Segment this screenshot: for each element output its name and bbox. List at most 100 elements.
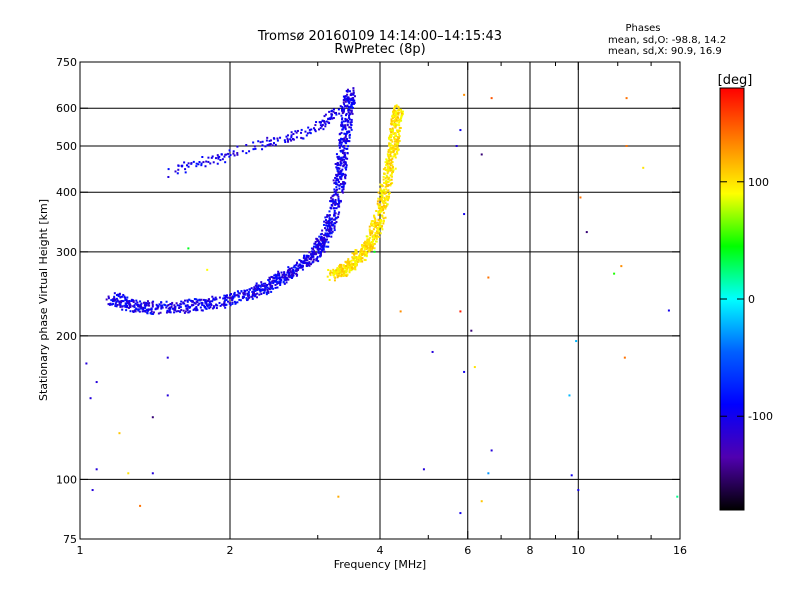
x-mode-point [369,241,372,244]
o-mode-point [232,150,235,153]
x-mode-point [374,232,377,235]
x-mode-point [350,269,353,272]
o-mode-point [304,261,307,264]
o-mode-point [311,251,314,254]
scattered-point [613,272,616,275]
o-mode-point [319,242,322,245]
o-mode-point [132,310,135,313]
x-mode-point [391,146,394,149]
x-mode-point [359,250,362,253]
x-mode-point [360,248,363,251]
x-mode-point [385,188,388,191]
o-mode-point [152,311,155,314]
x-mode-point [394,153,397,156]
x-mode-point [370,220,373,223]
o-mode-point [341,112,344,115]
o-mode-point [115,297,118,300]
o-mode-point [186,299,189,302]
x-mode-point [383,204,386,207]
o-mode-point [110,299,113,302]
x-mode-point [357,256,360,259]
o-mode-point [277,270,280,273]
o-mode-point [211,300,214,303]
o-mode-point [348,136,351,139]
o-mode-point [252,294,255,297]
o-mode-point [215,298,218,301]
o-mode-point [225,298,228,301]
o-mode-point [328,214,331,217]
o-mode-point [295,261,298,264]
o-mode-point [335,186,338,189]
x-mode-point [359,253,362,256]
x-mode-point [340,273,343,276]
o-mode-point [326,233,329,236]
x-mode-point [386,168,389,171]
x-mode-point [388,154,391,157]
o-mode-point [283,271,286,274]
o-mode-point [331,117,334,120]
o-mode-point [205,301,208,304]
x-mode-point [377,232,380,235]
o-mode-point [346,93,349,96]
chart-subtitle: RwPretec (8p) [334,42,425,57]
x-mode-point [373,247,376,250]
o-mode-point [236,294,239,297]
o-mode-point [339,105,342,108]
o-mode-point [167,168,170,171]
o-mode-point [231,299,234,302]
o-mode-point [342,165,345,168]
x-mode-point [395,140,398,143]
o-mode-point [212,161,215,164]
o-mode-point [339,183,342,186]
x-mode-point [378,205,381,208]
scattered-point [490,97,493,100]
x-mode-point [394,126,397,129]
o-mode-point [340,159,343,162]
o-mode-point [284,273,287,276]
x-mode-point [375,240,378,243]
x-mode-point [398,108,401,111]
x-mode-point [355,255,358,258]
o-mode-point [273,277,276,280]
x-mode-point [371,246,374,249]
o-mode-point [115,300,118,303]
o-mode-point [201,309,204,312]
o-mode-point [348,140,351,143]
x-mode-point [392,151,395,154]
x-mode-point [385,164,388,167]
x-mode-point [378,225,381,228]
x-mode-point [396,109,399,112]
o-mode-point [140,305,143,308]
x-mode-point [384,207,387,210]
x-mode-point [351,266,354,269]
o-mode-point [300,266,303,269]
o-mode-point [302,262,305,265]
x-mode-point [379,197,382,200]
o-mode-point [138,310,141,313]
o-mode-point [114,302,117,305]
x-mode-point [345,273,348,276]
x-tick-label: 8 [527,544,534,557]
o-mode-point [350,128,353,131]
x-mode-point [381,228,384,231]
x-mode-point [342,267,345,270]
o-mode-point [324,125,327,128]
o-mode-point [144,309,147,312]
x-mode-point [373,238,376,241]
x-mode-point [397,119,400,122]
o-mode-point [118,302,121,305]
x-mode-point [383,172,386,175]
o-mode-point [148,304,151,307]
o-mode-point [145,302,148,305]
o-mode-point [347,108,350,111]
o-mode-point [339,200,342,203]
y-tick-label: 400 [56,186,77,199]
o-mode-point [346,152,349,155]
o-mode-point [343,164,346,167]
o-mode-point [323,243,326,246]
o-mode-point [266,286,269,289]
o-mode-point [333,214,336,217]
o-mode-point [287,140,290,143]
x-mode-point [339,263,342,266]
o-mode-point [279,281,282,284]
